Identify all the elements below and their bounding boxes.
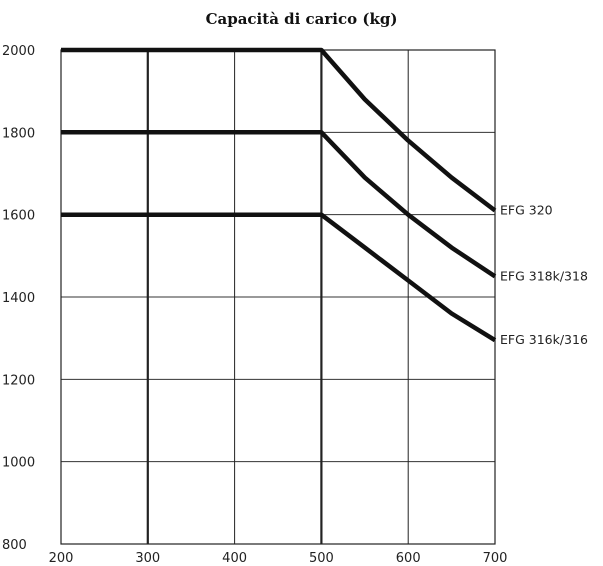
series-label: EFG 316k/316 [500, 332, 588, 347]
x-tick-label: 300 [135, 551, 160, 566]
series-lines [61, 47, 497, 343]
series-label: EFG 320 [500, 203, 553, 218]
y-tick-label: 800 [2, 538, 27, 553]
series-label: EFG 318k/318 [500, 268, 588, 283]
series-line [61, 212, 497, 343]
x-tick-label: 400 [222, 551, 247, 566]
y-tick-label: 1800 [2, 126, 35, 141]
series-line [61, 130, 497, 279]
x-tick-label: 700 [483, 551, 508, 566]
y-tick-label: 1600 [2, 209, 35, 224]
series-line [61, 47, 497, 213]
x-tick-label: 500 [309, 551, 334, 566]
x-tick-label: 200 [49, 551, 74, 566]
series-labels: EFG 320 EFG 318k/318 EFG 316k/316 [500, 203, 588, 348]
y-tick-label: 1000 [2, 456, 35, 471]
tick-labels: 800 1000 1200 1400 1600 1800 2000 200 300 400 500 6… [2, 44, 507, 566]
chart-title: Capacità di carico (kg) [205, 10, 398, 28]
y-tick-label: 2000 [2, 44, 35, 59]
y-tick-label: 1400 [2, 291, 35, 306]
y-tick-label: 1200 [2, 373, 35, 388]
x-tick-label: 600 [396, 551, 421, 566]
